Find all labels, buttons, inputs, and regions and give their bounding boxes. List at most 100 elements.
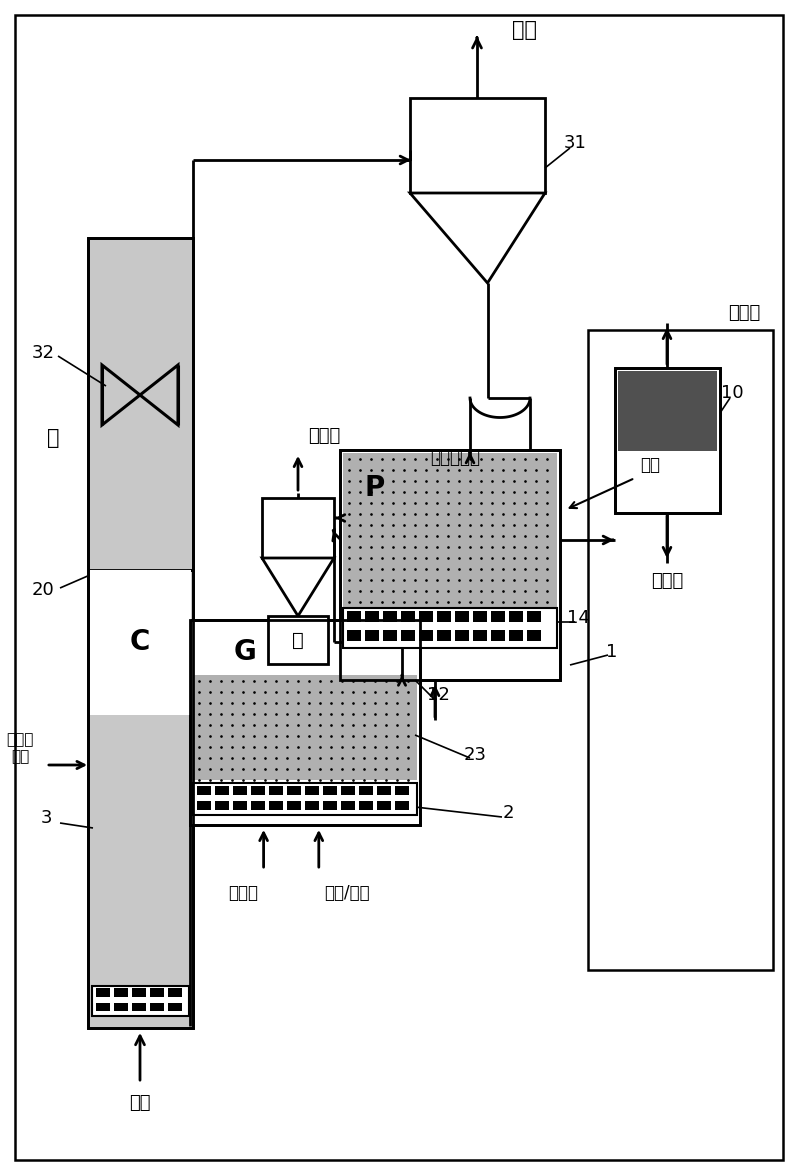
- Bar: [383, 612, 397, 622]
- Polygon shape: [410, 193, 545, 283]
- Bar: [341, 801, 355, 810]
- Bar: [323, 785, 337, 795]
- Text: P: P: [365, 474, 385, 502]
- Text: 2: 2: [502, 804, 514, 822]
- Bar: [132, 1003, 146, 1011]
- Bar: [150, 989, 164, 997]
- Text: 1: 1: [606, 643, 618, 661]
- Text: 热解油: 热解油: [651, 572, 683, 591]
- Bar: [401, 612, 415, 622]
- Bar: [168, 989, 182, 997]
- Bar: [509, 630, 523, 641]
- Text: 烟气: 烟气: [512, 20, 537, 40]
- Bar: [527, 612, 541, 622]
- Bar: [96, 989, 110, 997]
- Text: 20: 20: [32, 581, 54, 599]
- Bar: [527, 630, 541, 641]
- Text: 10: 10: [721, 384, 743, 402]
- Bar: [193, 675, 417, 780]
- Bar: [233, 785, 247, 795]
- Bar: [190, 620, 420, 825]
- Bar: [268, 616, 328, 664]
- Bar: [305, 785, 319, 795]
- Bar: [359, 785, 373, 795]
- Bar: [114, 1003, 128, 1011]
- Bar: [262, 498, 334, 558]
- Bar: [150, 1003, 164, 1011]
- Bar: [92, 986, 189, 1016]
- Bar: [96, 1003, 110, 1011]
- Text: 灰: 灰: [292, 630, 304, 649]
- Bar: [491, 630, 505, 641]
- Bar: [233, 801, 247, 810]
- Polygon shape: [262, 558, 334, 616]
- Text: 高温热载体: 高温热载体: [430, 448, 480, 467]
- Text: 水蒸汽: 水蒸汽: [229, 884, 258, 902]
- Text: 31: 31: [563, 134, 586, 151]
- Bar: [473, 630, 487, 641]
- Bar: [88, 238, 193, 1028]
- Bar: [190, 620, 420, 825]
- Bar: [473, 612, 487, 622]
- Text: 12: 12: [426, 686, 450, 704]
- Bar: [365, 630, 379, 641]
- Bar: [340, 450, 560, 680]
- Bar: [193, 783, 417, 815]
- Bar: [90, 571, 191, 715]
- Bar: [215, 801, 229, 810]
- Bar: [377, 785, 391, 795]
- Bar: [340, 450, 560, 680]
- Bar: [509, 612, 523, 622]
- Bar: [168, 1003, 182, 1011]
- Bar: [347, 630, 361, 641]
- Bar: [365, 612, 379, 622]
- Bar: [377, 801, 391, 810]
- Bar: [615, 367, 720, 513]
- Bar: [359, 801, 373, 810]
- Bar: [287, 785, 301, 795]
- Text: 23: 23: [463, 745, 486, 764]
- Bar: [588, 330, 773, 970]
- Bar: [343, 608, 557, 648]
- Bar: [419, 630, 433, 641]
- Bar: [395, 801, 409, 810]
- Text: 热: 热: [46, 429, 59, 448]
- Text: 32: 32: [31, 344, 54, 362]
- Bar: [341, 785, 355, 795]
- Bar: [455, 612, 469, 622]
- Bar: [455, 630, 469, 641]
- Text: 热载体
补充: 热载体 补充: [6, 731, 34, 764]
- Bar: [251, 801, 265, 810]
- Bar: [395, 785, 409, 795]
- Bar: [343, 453, 557, 608]
- Bar: [114, 989, 128, 997]
- Bar: [197, 801, 211, 810]
- Bar: [197, 785, 211, 795]
- Bar: [305, 801, 319, 810]
- Bar: [323, 801, 337, 810]
- Bar: [491, 612, 505, 622]
- Bar: [251, 785, 265, 795]
- Bar: [615, 367, 720, 513]
- Text: 空气: 空气: [130, 1094, 150, 1112]
- Bar: [437, 612, 451, 622]
- Bar: [88, 238, 193, 1028]
- Bar: [215, 785, 229, 795]
- Text: 3: 3: [40, 809, 52, 826]
- Bar: [132, 989, 146, 997]
- Bar: [410, 97, 545, 193]
- Bar: [419, 612, 433, 622]
- Text: 氧气/空气: 氧气/空气: [324, 884, 370, 902]
- Bar: [401, 630, 415, 641]
- Bar: [383, 630, 397, 641]
- Text: 燃料: 燃料: [640, 456, 660, 474]
- Text: G: G: [234, 637, 256, 666]
- Bar: [269, 785, 283, 795]
- Bar: [437, 630, 451, 641]
- Bar: [618, 371, 717, 451]
- Text: 14: 14: [566, 609, 590, 627]
- Bar: [287, 801, 301, 810]
- Bar: [347, 612, 361, 622]
- Text: 热解气: 热解气: [728, 304, 760, 322]
- Text: 合成气: 合成气: [308, 427, 340, 445]
